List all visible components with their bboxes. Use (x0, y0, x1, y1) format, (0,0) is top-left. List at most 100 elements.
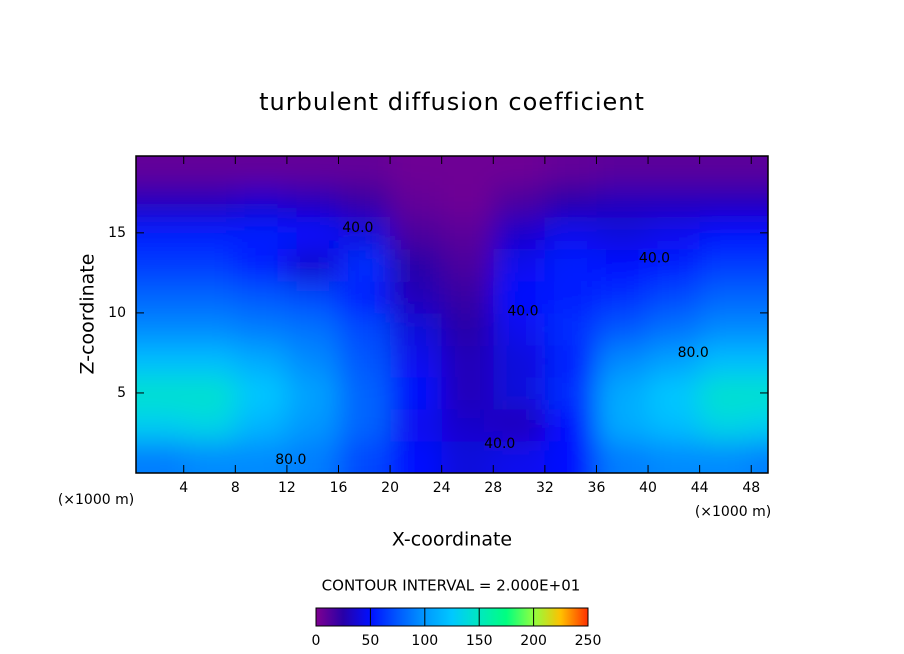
x-tick-label: 20 (381, 480, 399, 496)
field-cell (544, 248, 597, 282)
field-cell (286, 184, 339, 218)
field-cell (136, 440, 185, 473)
field-cell (183, 216, 236, 250)
colorbar-tick-label: 150 (466, 633, 493, 649)
colorbar (315, 607, 589, 627)
x-tick-label: 44 (691, 480, 709, 496)
field-cell (235, 280, 288, 314)
field-cell (183, 376, 236, 410)
field-cell (136, 408, 185, 442)
contour-interval: CONTOUR INTERVAL = 2.000E+01 (322, 577, 581, 595)
field-cell (338, 280, 391, 314)
field-cell (648, 408, 701, 442)
field-cell (286, 408, 339, 442)
field-cell (338, 344, 391, 378)
field-cell (544, 280, 597, 314)
field-cell (751, 440, 768, 473)
field-cell (648, 344, 701, 378)
field-cell (544, 156, 597, 186)
field-cell (699, 248, 752, 282)
field-cell (751, 216, 768, 250)
field-cell (751, 280, 768, 314)
field-cell (390, 216, 443, 250)
field-cell (493, 376, 546, 410)
field-cell (699, 216, 752, 250)
field-cell (493, 156, 546, 186)
field-cell (699, 440, 752, 473)
field-cell (183, 156, 236, 186)
field-cell (544, 184, 597, 218)
y-tick-label: 10 (108, 305, 126, 321)
field-cell (183, 248, 236, 282)
field-cell (235, 440, 288, 473)
field-cell (493, 248, 546, 282)
field-cell (235, 376, 288, 410)
x-unit-label: (×1000 m) (695, 504, 771, 520)
field-cell (235, 184, 288, 218)
field-cell (699, 184, 752, 218)
contour-label: 40.0 (639, 250, 670, 266)
field-cell (286, 156, 339, 186)
y-tick-label: 15 (108, 225, 126, 241)
field-cell (596, 248, 649, 282)
field-cell (235, 248, 288, 282)
field-cell (136, 312, 185, 346)
field-cell (699, 408, 752, 442)
field-cell (136, 376, 185, 410)
field-cell (390, 344, 443, 378)
colorbar-tick-label: 100 (411, 633, 438, 649)
field-cell (183, 344, 236, 378)
field-cell (235, 408, 288, 442)
field-cell (183, 440, 236, 473)
field-cell (441, 184, 494, 218)
field-cell (648, 156, 701, 186)
field-cell (390, 312, 443, 346)
contour-label: 40.0 (507, 303, 538, 319)
field-cell (648, 440, 701, 473)
field-cell (338, 440, 391, 473)
field-cell (338, 248, 391, 282)
contour-label: 80.0 (678, 345, 709, 361)
field-cell (235, 344, 288, 378)
field-cell (493, 344, 546, 378)
field-cell (441, 344, 494, 378)
field-cell (751, 376, 768, 410)
x-tick-label: 40 (639, 480, 657, 496)
field-cell (235, 156, 288, 186)
field-cell (493, 440, 546, 473)
field-cell (544, 216, 597, 250)
field-cell (751, 156, 768, 186)
x-tick-label: 48 (742, 480, 760, 496)
field-cell (596, 440, 649, 473)
x-tick-label: 24 (433, 480, 451, 496)
field-cell (493, 312, 546, 346)
field-cell (338, 184, 391, 218)
field-cell (286, 376, 339, 410)
field-cell (183, 408, 236, 442)
field-cell (390, 280, 443, 314)
field-cell (648, 216, 701, 250)
plot-frame (135, 155, 769, 474)
x-tick-label: 8 (231, 480, 240, 496)
field-cell (751, 312, 768, 346)
field-cell (136, 280, 185, 314)
contour-label: 40.0 (484, 436, 515, 452)
field-cell (699, 280, 752, 314)
field-cell (390, 156, 443, 186)
x-tick-label: 12 (278, 480, 296, 496)
field-cell (441, 248, 494, 282)
field-cell (596, 408, 649, 442)
field-cell (648, 280, 701, 314)
field-cell (493, 184, 546, 218)
colorbar-tick-label: 200 (520, 633, 547, 649)
field-cell (493, 216, 546, 250)
field-cell (441, 376, 494, 410)
colorbar-tick-label: 250 (575, 633, 602, 649)
colorbar-tick-label: 0 (312, 633, 321, 649)
field-cell (286, 248, 339, 282)
field-cell (751, 248, 768, 282)
field-cell (286, 440, 339, 473)
field-cell (493, 280, 546, 314)
field-cell (596, 344, 649, 378)
